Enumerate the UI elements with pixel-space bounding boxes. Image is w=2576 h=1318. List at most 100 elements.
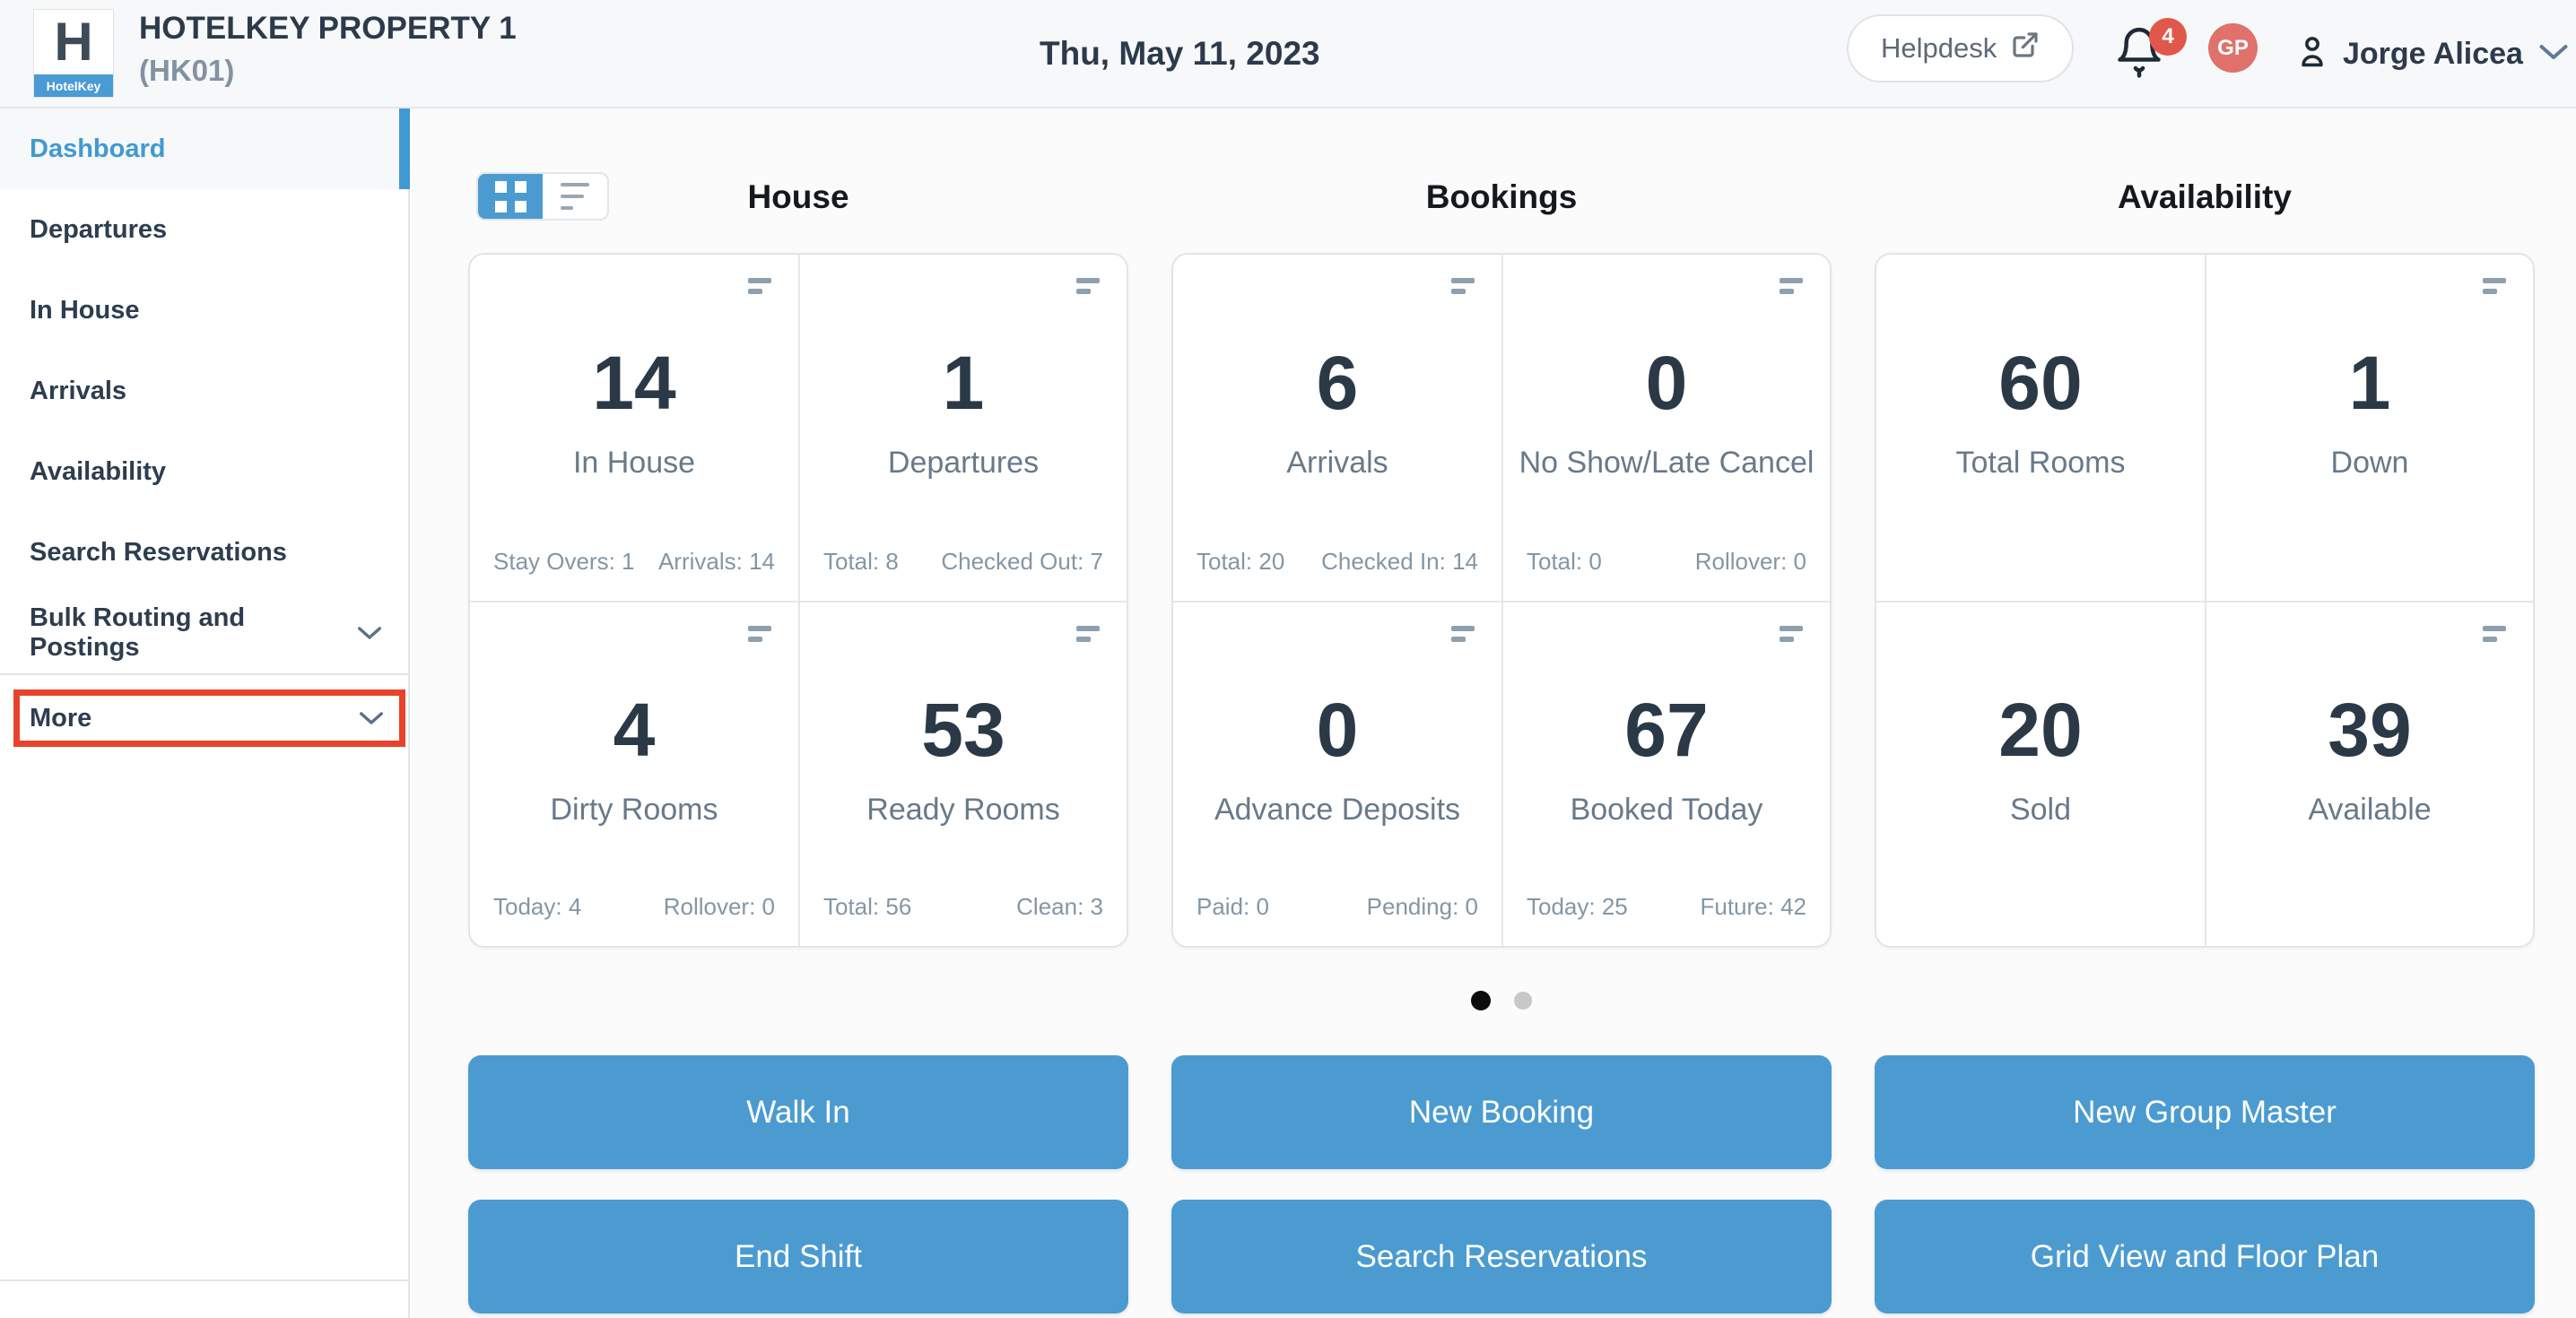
carousel-dot-active[interactable]: [1471, 991, 1491, 1010]
property-name: HOTELKEY PROPERTY 1: [139, 11, 517, 46]
tile-value: 60: [1998, 341, 2083, 426]
tile-down[interactable]: 1 Down: [2205, 255, 2533, 601]
tile-footer-left: Total: 20: [1197, 547, 1285, 575]
chevron-down-icon: [2537, 42, 2570, 66]
list-view-button[interactable]: [543, 174, 607, 219]
view-toggle: [476, 172, 609, 221]
tile-total-rooms[interactable]: 60 Total Rooms: [1876, 255, 2205, 601]
tile-menu-icon[interactable]: [1780, 625, 1803, 642]
tile-menu-icon[interactable]: [748, 625, 771, 642]
notifications-button[interactable]: 4: [2113, 18, 2187, 88]
logo-letter: H: [54, 12, 93, 72]
sidebar-bottom-divider: [0, 1279, 408, 1281]
tile-footer-right: Checked In: 14: [1321, 547, 1478, 575]
grid-view-icon: [494, 180, 527, 212]
tile-value: 53: [921, 687, 1005, 772]
tile-dirty-rooms[interactable]: 4 Dirty Rooms Today: 4 Rollover: 0: [470, 600, 798, 947]
tile-footer-right: Rollover: 0: [1694, 547, 1806, 575]
person-icon: [2296, 34, 2328, 74]
walk-in-button[interactable]: Walk In: [468, 1055, 1128, 1169]
bookings-card: 6 Arrivals Total: 20 Checked In: 14 0 No…: [1171, 253, 1832, 948]
sidebar-item-more-highlighted[interactable]: More: [13, 689, 405, 747]
tile-menu-icon[interactable]: [748, 278, 771, 294]
sidebar-item-departures[interactable]: Departures: [0, 189, 408, 270]
panel-house: House 14 In House Stay Overs: 1 Arrivals…: [468, 172, 1128, 948]
tile-arrivals[interactable]: 6 Arrivals Total: 20 Checked In: 14: [1173, 255, 1501, 601]
sidebar-nav: Dashboard Departures In House Arrivals A…: [0, 108, 410, 1318]
top-header: H HotelKey HOTELKEY PROPERTY 1 (HK01) Th…: [0, 0, 2576, 108]
panel-availability: Availability 60 Total Rooms 1 Down: [1875, 172, 2535, 948]
grid-view-button[interactable]: [478, 174, 543, 219]
search-reservations-button[interactable]: Search Reservations: [1171, 1200, 1832, 1314]
sidebar-item-label: Departures: [30, 214, 168, 244]
tile-no-show-late-cancel[interactable]: 0 No Show/Late Cancel Total: 0 Rollover:…: [1501, 255, 1830, 601]
bell-icon: [2113, 27, 2165, 82]
tile-sold[interactable]: 20 Sold: [1876, 600, 2205, 947]
grid-view-floor-plan-button[interactable]: Grid View and Floor Plan: [1875, 1200, 2535, 1314]
user-name: Jorge Alicea: [2343, 37, 2523, 71]
quick-actions: Walk In New Booking New Group Master End…: [468, 1055, 2535, 1314]
external-link-icon: [2011, 30, 2040, 66]
user-menu[interactable]: Jorge Alicea: [2296, 0, 2570, 108]
sidebar-item-arrivals[interactable]: Arrivals: [0, 351, 408, 431]
tile-departures[interactable]: 1 Departures Total: 8 Checked Out: 7: [798, 255, 1127, 601]
availability-card: 60 Total Rooms 1 Down 20: [1875, 253, 2535, 948]
sidebar-item-bulk-routing[interactable]: Bulk Routing and Postings: [0, 593, 408, 673]
tile-label: Available: [2308, 792, 2432, 827]
sidebar-item-label: Arrivals: [30, 376, 127, 405]
carousel-dot[interactable]: [1514, 992, 1532, 1010]
helpdesk-label: Helpdesk: [1881, 32, 1997, 64]
tile-label: Total Rooms: [1955, 446, 2126, 481]
tile-footer-left: Total: 0: [1527, 547, 1602, 575]
new-booking-button[interactable]: New Booking: [1171, 1055, 1832, 1169]
tile-label: Booked Today: [1570, 792, 1763, 827]
tile-advance-deposits[interactable]: 0 Advance Deposits Paid: 0 Pending: 0: [1173, 600, 1501, 947]
hotelkey-logo: H HotelKey: [33, 9, 114, 98]
tile-ready-rooms[interactable]: 53 Ready Rooms Total: 56 Clean: 3: [798, 600, 1127, 946]
tile-footer-left: Stay Overs: 1: [493, 547, 635, 575]
logo-brand-label: HotelKey: [34, 74, 113, 97]
tile-footer-left: Total: 8: [823, 547, 899, 575]
avatar[interactable]: GP: [2208, 23, 2258, 73]
tile-menu-icon[interactable]: [2483, 625, 2506, 642]
tile-menu-icon[interactable]: [2483, 278, 2506, 294]
new-group-master-button[interactable]: New Group Master: [1875, 1055, 2535, 1169]
panel-title: Bookings: [1425, 178, 1578, 215]
tile-value: 0: [1645, 341, 1688, 426]
tile-footer-left: Total: 56: [823, 893, 912, 920]
tile-footer-right: Future: 42: [1700, 893, 1806, 920]
sidebar-item-in-house[interactable]: In House: [0, 270, 408, 351]
sidebar-item-availability[interactable]: Availability: [0, 431, 408, 512]
tile-label: Arrivals: [1286, 446, 1388, 481]
chevron-down-icon: [358, 704, 385, 733]
list-view-icon: [561, 183, 589, 210]
tile-menu-icon[interactable]: [1076, 278, 1100, 294]
notification-badge: 4: [2149, 18, 2187, 56]
sidebar-item-label: Availability: [30, 456, 167, 486]
helpdesk-button[interactable]: Helpdesk: [1847, 14, 2075, 82]
tile-in-house[interactable]: 14 In House Stay Overs: 1 Arrivals: 14: [470, 255, 798, 601]
tile-menu-icon[interactable]: [1451, 278, 1475, 294]
sidebar-item-dashboard[interactable]: Dashboard: [0, 108, 410, 189]
tile-value: 20: [1998, 687, 2083, 772]
tile-available[interactable]: 39 Available: [2205, 600, 2533, 946]
panel-title: House: [747, 178, 849, 215]
tile-menu-icon[interactable]: [1076, 625, 1100, 642]
sidebar-item-label: Dashboard: [30, 134, 166, 163]
tile-value: 4: [613, 687, 656, 772]
sidebar-item-label: In House: [30, 295, 140, 325]
tile-booked-today[interactable]: 67 Booked Today Today: 25 Future: 42: [1501, 600, 1830, 946]
tile-value: 1: [2348, 341, 2391, 426]
tile-footer-right: Pending: 0: [1366, 893, 1478, 920]
sidebar-item-search-reservations[interactable]: Search Reservations: [0, 512, 408, 593]
end-shift-button[interactable]: End Shift: [468, 1200, 1128, 1314]
sidebar-divider: [0, 673, 408, 675]
tile-menu-icon[interactable]: [1451, 625, 1475, 642]
tile-label: Advance Deposits: [1214, 792, 1461, 827]
tile-value: 14: [592, 341, 676, 426]
chevron-down-icon: [356, 619, 383, 648]
tile-footer-right: Checked Out: 7: [941, 547, 1103, 575]
tile-menu-icon[interactable]: [1780, 278, 1803, 294]
tile-footer-left: Paid: 0: [1197, 893, 1269, 920]
tile-footer-right: Arrivals: 14: [657, 547, 775, 575]
